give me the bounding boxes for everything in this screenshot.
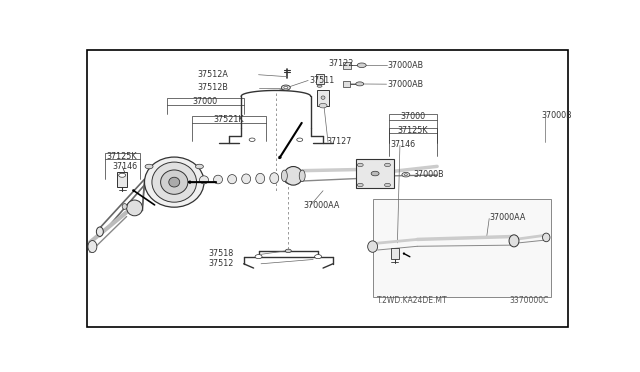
Bar [105,154,140,159]
Text: 37512B: 37512B [197,83,228,92]
Ellipse shape [127,200,143,216]
Ellipse shape [282,170,287,182]
Text: 37512: 37512 [209,259,234,268]
Text: 37000AB: 37000AB [388,61,424,70]
Text: 37000AA: 37000AA [303,201,340,211]
Circle shape [385,163,390,167]
Bar [167,99,244,105]
Circle shape [285,249,291,253]
Text: T.2WD.KA24DE.MT: T.2WD.KA24DE.MT [376,296,447,305]
Ellipse shape [152,162,196,202]
Ellipse shape [256,173,265,184]
Bar [317,90,329,106]
Ellipse shape [122,203,127,209]
Circle shape [319,103,327,108]
Bar [316,74,324,84]
Text: 37125K: 37125K [107,152,138,161]
Text: 37000: 37000 [400,112,426,121]
Ellipse shape [214,175,223,184]
Text: 37146: 37146 [390,140,415,149]
Ellipse shape [284,172,292,183]
Ellipse shape [200,176,209,184]
Circle shape [404,174,408,176]
Ellipse shape [284,167,303,185]
Ellipse shape [145,157,204,207]
Bar [191,116,266,122]
Text: 37512A: 37512A [197,70,228,79]
Bar [372,199,551,297]
Text: 37122: 37122 [328,59,353,68]
Text: 37000B: 37000B [541,111,572,120]
Ellipse shape [543,233,550,242]
Circle shape [145,164,153,169]
Circle shape [357,183,364,187]
Text: 37000: 37000 [193,97,218,106]
Text: 37125K: 37125K [397,126,428,135]
Ellipse shape [300,170,305,182]
Ellipse shape [169,177,180,187]
Ellipse shape [161,170,188,194]
Ellipse shape [357,63,366,68]
Text: 37000AB: 37000AB [388,80,424,89]
Text: 37127: 37127 [326,137,351,146]
Ellipse shape [321,96,325,99]
Text: 37146: 37146 [112,162,138,171]
Circle shape [195,164,204,169]
Bar [343,62,351,69]
Ellipse shape [356,82,364,86]
Circle shape [371,171,379,176]
Circle shape [357,163,364,167]
Ellipse shape [97,227,103,237]
Circle shape [315,254,321,259]
Ellipse shape [270,173,279,184]
Text: 37518: 37518 [209,249,234,258]
Bar [343,81,350,87]
Text: 37000B: 37000B [414,170,444,179]
Circle shape [118,173,125,177]
Text: 37521K: 37521K [214,115,244,124]
Text: 37511: 37511 [309,76,335,85]
Circle shape [282,85,291,90]
Text: 37000AA: 37000AA [490,213,526,222]
Text: 3370000C: 3370000C [509,296,548,305]
Circle shape [255,254,262,259]
Ellipse shape [228,174,237,184]
Circle shape [385,183,390,187]
Ellipse shape [242,174,251,184]
Bar [391,248,399,260]
Bar [117,171,127,187]
Ellipse shape [88,241,97,253]
Ellipse shape [367,241,378,252]
Bar [356,159,394,188]
Bar [388,114,437,120]
Circle shape [284,86,288,89]
Ellipse shape [509,235,519,247]
Circle shape [402,172,410,177]
Circle shape [297,138,303,141]
Ellipse shape [317,85,322,87]
Bar [388,128,437,134]
Circle shape [249,138,255,141]
